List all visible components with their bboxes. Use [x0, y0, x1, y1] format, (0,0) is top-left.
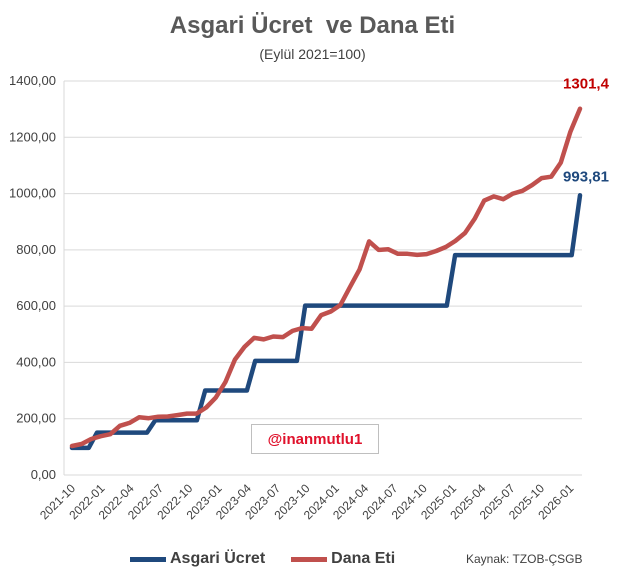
y-tick-label: 800,00: [16, 242, 56, 257]
source-note: Kaynak: TZOB-ÇSGB: [466, 552, 583, 566]
data-label-dana-eti: 1301,4: [563, 76, 610, 93]
series-line-asgari-ucret: [69, 193, 583, 451]
y-tick-label: 1200,00: [9, 129, 56, 144]
legend-item-asgari-ucret: Asgari Ücret: [130, 550, 265, 568]
chart-subtitle: (Eylül 2021=100): [259, 46, 366, 62]
y-tick-label: 600,00: [16, 298, 56, 313]
legend-item-dana-eti: Dana Eti: [291, 550, 395, 568]
legend-label-dana-eti: Dana Eti: [331, 550, 396, 567]
watermark-handle: @inanmutlu1: [251, 424, 379, 454]
y-tick-label: 200,00: [16, 411, 56, 426]
chart-title: Asgari Ücret ve Dana Eti: [169, 12, 456, 39]
y-tick-label: 0,00: [31, 467, 56, 482]
legend-label-asgari-ucret: Asgari Ücret: [170, 550, 266, 567]
data-label-asgari-ucret: 993,81: [563, 168, 609, 185]
legend: Asgari Ücret Dana Eti: [130, 550, 421, 568]
y-tick-label: 1400,00: [9, 73, 56, 88]
series-line-dana-eti: [69, 106, 583, 449]
y-tick-label: 400,00: [16, 354, 56, 369]
y-tick-label: 1000,00: [9, 186, 56, 201]
legend-swatch-dana-eti: [291, 556, 328, 562]
legend-swatch-asgari-ucret: [130, 556, 166, 562]
